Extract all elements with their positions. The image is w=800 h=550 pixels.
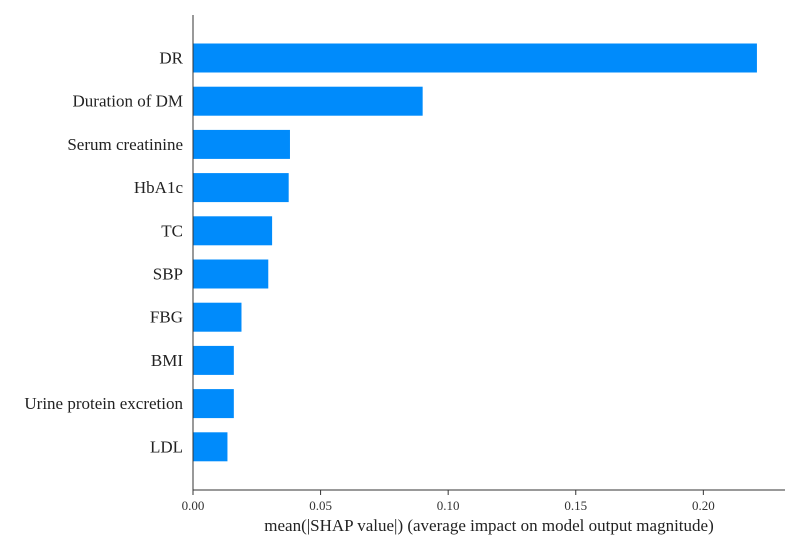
category-label-urine-protein-excretion: Urine protein excretion [24, 394, 183, 413]
bar-dr [193, 43, 757, 73]
category-label-serum-creatinine: Serum creatinine [67, 135, 183, 154]
x-tick-label: 0.15 [564, 498, 587, 513]
x-tick-label: 0.20 [692, 498, 715, 513]
category-label-dr: DR [159, 49, 183, 68]
x-axis-label: mean(|SHAP value|) (average impact on mo… [264, 516, 713, 535]
category-label-duration-of-dm: Duration of DM [73, 92, 183, 111]
bar-serum-creatinine [193, 129, 290, 159]
category-labels: DR Duration of DM Serum creatinine HbA1c TC S… [24, 49, 183, 457]
category-label-ldl: LDL [150, 437, 183, 456]
x-tick-label: 0.00 [182, 498, 205, 513]
bar-tc [193, 216, 273, 246]
bar-sbp [193, 259, 269, 289]
x-tick-label: 0.10 [437, 498, 460, 513]
x-ticks: 0.00 0.05 0.10 0.15 0.20 [182, 490, 715, 513]
bar-bmi [193, 345, 234, 375]
bars-group [193, 43, 757, 462]
bar-ldl [193, 432, 228, 462]
bar-duration-of-dm [193, 86, 423, 116]
bar-urine-protein-excretion [193, 389, 234, 419]
x-tick-label: 0.05 [309, 498, 332, 513]
category-label-hba1c: HbA1c [134, 178, 184, 197]
category-label-tc: TC [161, 221, 183, 240]
category-label-sbp: SBP [153, 265, 183, 284]
category-label-bmi: BMI [151, 351, 183, 370]
bar-hba1c [193, 173, 289, 203]
bar-fbg [193, 302, 242, 332]
category-label-fbg: FBG [150, 308, 183, 327]
